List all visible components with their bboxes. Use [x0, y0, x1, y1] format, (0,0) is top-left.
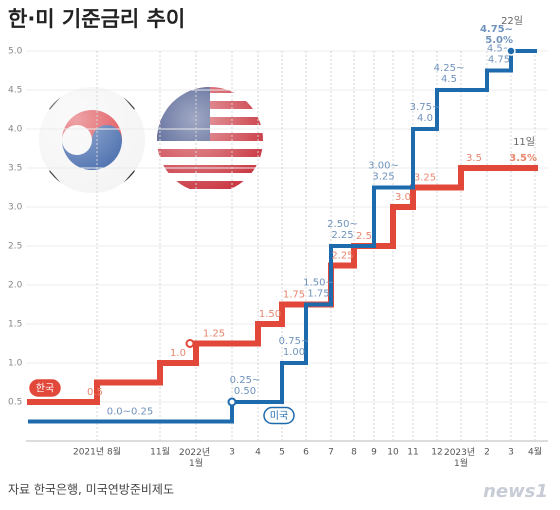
dot: [185, 339, 195, 348]
y-tick-label: 0.5: [8, 398, 22, 408]
y-tick-label: 2.0: [8, 281, 23, 291]
y-tick-label: 2.5: [8, 242, 22, 252]
legend-label: 한국: [36, 383, 54, 395]
value-label: 2.50~ 2.25: [327, 219, 358, 241]
dot: [227, 397, 237, 407]
step-segment: [193, 340, 235, 366]
step-segment: [279, 301, 309, 327]
value-label: 1.0: [170, 348, 186, 359]
step-segment: [230, 400, 260, 424]
value-label: 0.0~0.25: [107, 407, 154, 418]
x-tick-label: 12: [431, 448, 442, 458]
value-label: 3.00~ 3.25: [368, 161, 399, 183]
chart-title: 한·미 기준금리 추이: [8, 7, 185, 31]
x-tick-label: 3: [229, 448, 235, 458]
value-label: 3.5: [466, 153, 482, 164]
y-tick-label: 1.0: [8, 359, 23, 369]
x-tick-label: 8: [351, 448, 357, 458]
x-tick-label: 2: [484, 448, 490, 458]
x-tick-label: 2021년 8월: [73, 446, 121, 458]
step-segment: [435, 88, 463, 131]
x-tick-label: 5: [279, 448, 285, 458]
value-label: 3.5%: [509, 153, 537, 164]
value-label: 1.50~ 1.75: [303, 278, 334, 300]
step-segment: [280, 361, 308, 404]
x-tick-label: 9: [371, 448, 377, 458]
source: 자료 한국은행, 미국연방준비제도: [8, 482, 174, 497]
legend-box: [263, 406, 295, 425]
step-segment: [304, 302, 333, 365]
end-dot: [506, 46, 516, 56]
y-tick-label: 3.5: [8, 164, 22, 174]
value-label: 1.75: [283, 290, 305, 301]
step-segment: [94, 379, 163, 405]
step-segment: [410, 184, 440, 210]
x-tick-label: 2023년 1월: [444, 447, 478, 469]
y-tick-label: 3.0: [8, 203, 23, 213]
step-segment: [458, 165, 490, 191]
step-segment: [372, 185, 395, 248]
step-segment: [255, 321, 285, 347]
x-tick-label: 2022년 1월: [179, 447, 213, 469]
y-tick-label: 4.5: [8, 86, 22, 96]
legend-label: 미국: [270, 410, 288, 422]
y-tick-label: 5.0: [8, 47, 23, 57]
value-label: 2.25: [331, 251, 353, 262]
x-tick-label: 4월: [528, 446, 542, 458]
x-tick-label: 3: [508, 448, 514, 458]
y-tick-label: 1.5: [8, 320, 22, 330]
annotation: 22일: [501, 15, 523, 27]
value-label: 0.25~ 0.50: [230, 375, 261, 397]
value-label: 4.5~ 4.75: [487, 44, 511, 66]
annotation: 11일: [513, 136, 535, 148]
x-tick-label: 10: [387, 448, 399, 458]
logo: news1: [483, 481, 548, 502]
value-label: 4.25~ 4.5: [434, 63, 465, 85]
value-label: 3.25: [414, 173, 436, 184]
x-tick-label: 4: [255, 448, 261, 458]
step-segment: [411, 127, 439, 190]
step-segment: [157, 360, 199, 386]
value-label: 3.75~ 4.0: [410, 102, 441, 124]
flags: [39, 87, 263, 193]
legend-box: [29, 379, 61, 397]
value-label: 1.25: [203, 329, 225, 340]
x-tick-label: 6: [303, 448, 309, 458]
step-segment: [390, 204, 416, 249]
value-label: 3.0: [395, 192, 411, 203]
y-tick-label: 4.0: [8, 125, 23, 135]
step-segment: [485, 68, 513, 92]
x-tick-label: 11월: [150, 446, 170, 458]
value-label: 0.5: [87, 387, 103, 398]
x-tick-label: 7: [328, 448, 334, 458]
value-label: 0.75~ 1.00: [279, 336, 310, 358]
step-segment: [329, 244, 356, 307]
x-tick-label: 11: [407, 448, 418, 458]
value-label: 2.5: [356, 231, 372, 242]
value-label: 4.75~ 5.0%: [480, 24, 513, 46]
value-label: 1.50: [259, 309, 281, 320]
